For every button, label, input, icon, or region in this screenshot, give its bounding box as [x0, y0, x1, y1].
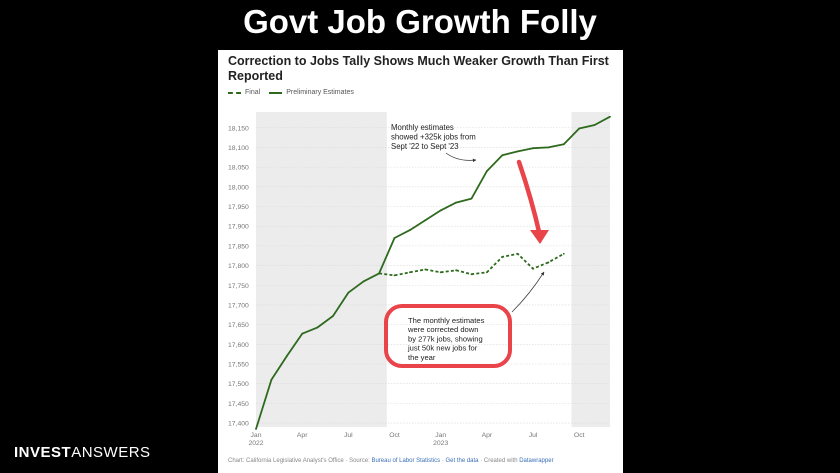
data-point — [347, 291, 350, 294]
series-final-line — [378, 252, 565, 277]
data-point — [255, 428, 257, 430]
data-point — [547, 261, 550, 264]
line-chart: 17,400 17,450 17,500 17,550 17,600 17,650 17,7… — [228, 112, 611, 447]
get-data-link[interactable]: Get the data — [445, 458, 479, 464]
data-point — [393, 237, 396, 239]
data-point — [562, 252, 565, 255]
chart-card: Correction to Jobs Tally Shows Much Weak… — [218, 50, 623, 473]
data-point — [285, 355, 288, 358]
legend-final-label: Final — [245, 89, 261, 96]
source-link[interactable]: Bureau of Labor Statistics — [371, 458, 441, 464]
chart-legend: Final Preliminary Estimates — [228, 89, 354, 96]
data-point — [501, 154, 504, 157]
y-tick-label: 17,700 — [228, 302, 249, 309]
data-point — [424, 268, 427, 271]
data-point — [332, 315, 334, 317]
y-tick-label: 17,650 — [228, 322, 249, 329]
data-point — [485, 170, 488, 172]
data-point — [439, 271, 442, 274]
data-point — [516, 252, 519, 255]
shaded-period — [256, 112, 387, 427]
annotation-final: The monthly estimates were corrected down… — [384, 271, 545, 368]
x-tick-year-label: 2023 — [433, 440, 448, 447]
shaded-period — [571, 112, 610, 427]
y-tick-label: 17,800 — [228, 263, 249, 270]
y-tick-label: 17,950 — [228, 204, 249, 211]
data-point — [532, 147, 534, 150]
data-point — [501, 256, 504, 258]
y-tick-label: 18,050 — [228, 165, 249, 172]
data-point — [562, 143, 565, 146]
x-tick-year-label: 2022 — [248, 440, 263, 447]
data-point — [270, 378, 273, 381]
data-point — [470, 197, 473, 200]
series-preliminary-line — [255, 115, 611, 430]
brand-light: ANSWERS — [71, 444, 151, 461]
legend-preliminary-swatch — [269, 91, 283, 94]
data-point — [362, 280, 365, 283]
y-tick-label: 18,100 — [228, 145, 249, 152]
y-tick-label: 17,450 — [228, 401, 249, 408]
data-point — [301, 332, 304, 335]
data-point — [316, 326, 319, 329]
y-tick-label: 17,400 — [228, 421, 249, 428]
source-sep: · — [440, 458, 446, 464]
slide-title: Govt Job Growth Folly — [243, 3, 597, 40]
x-tick-label: Oct — [574, 432, 585, 439]
x-tick-label: Jul — [344, 432, 353, 439]
y-tick-label: 17,850 — [228, 243, 249, 250]
data-point — [516, 150, 519, 153]
datawrapper-link[interactable]: Datawrapper — [519, 458, 554, 464]
y-tick-label: 18,000 — [228, 184, 249, 191]
legend-final-swatch — [228, 91, 241, 94]
y-tick-label: 17,900 — [228, 224, 249, 231]
data-point — [470, 273, 473, 276]
data-point — [424, 219, 427, 222]
x-tick-label: Apr — [297, 432, 308, 439]
data-point — [578, 127, 581, 130]
x-tick-label: Jul — [529, 432, 538, 439]
y-tick-label: 17,550 — [228, 362, 249, 369]
annotation-preliminary: Monthly estimates showed +325k jobs from S… — [391, 123, 477, 163]
annotation-arrow-2 — [511, 271, 545, 313]
brand-logo: INVESTANSWERS — [14, 444, 151, 461]
y-tick-label: 18,150 — [228, 125, 249, 132]
x-tick-label: Apr — [482, 432, 493, 439]
data-point — [439, 209, 442, 212]
data-point — [593, 124, 596, 126]
data-point — [547, 146, 550, 149]
highlight-oval — [384, 304, 512, 368]
y-tick-label: 17,500 — [228, 381, 249, 388]
data-point — [409, 271, 411, 274]
data-point — [393, 274, 396, 277]
data-point — [532, 267, 534, 270]
y-tick-label: 17,750 — [228, 283, 249, 290]
x-tick-label: Jan — [251, 432, 262, 439]
chart-title: Correction to Jobs Tally Shows Much Weak… — [228, 54, 609, 83]
data-point — [455, 269, 457, 272]
source-prefix: Chart: California Legislative Analyst's … — [228, 458, 372, 464]
brand-bold: INVEST — [14, 444, 72, 461]
data-point — [455, 201, 457, 204]
legend-preliminary-label: Preliminary Estimates — [286, 89, 354, 96]
data-point — [378, 272, 381, 275]
data-point — [409, 229, 411, 232]
annotation-arrow-1 — [445, 152, 477, 163]
x-tick-label: Jan — [435, 432, 446, 439]
red-arrow-icon — [516, 159, 549, 244]
created-with: · Created with — [478, 458, 520, 464]
data-point — [609, 115, 611, 118]
y-tick-label: 17,600 — [228, 342, 249, 349]
x-tick-label: Oct — [389, 432, 400, 439]
data-point — [485, 271, 488, 274]
chart-source: Chart: California Legislative Analyst's … — [228, 458, 554, 464]
